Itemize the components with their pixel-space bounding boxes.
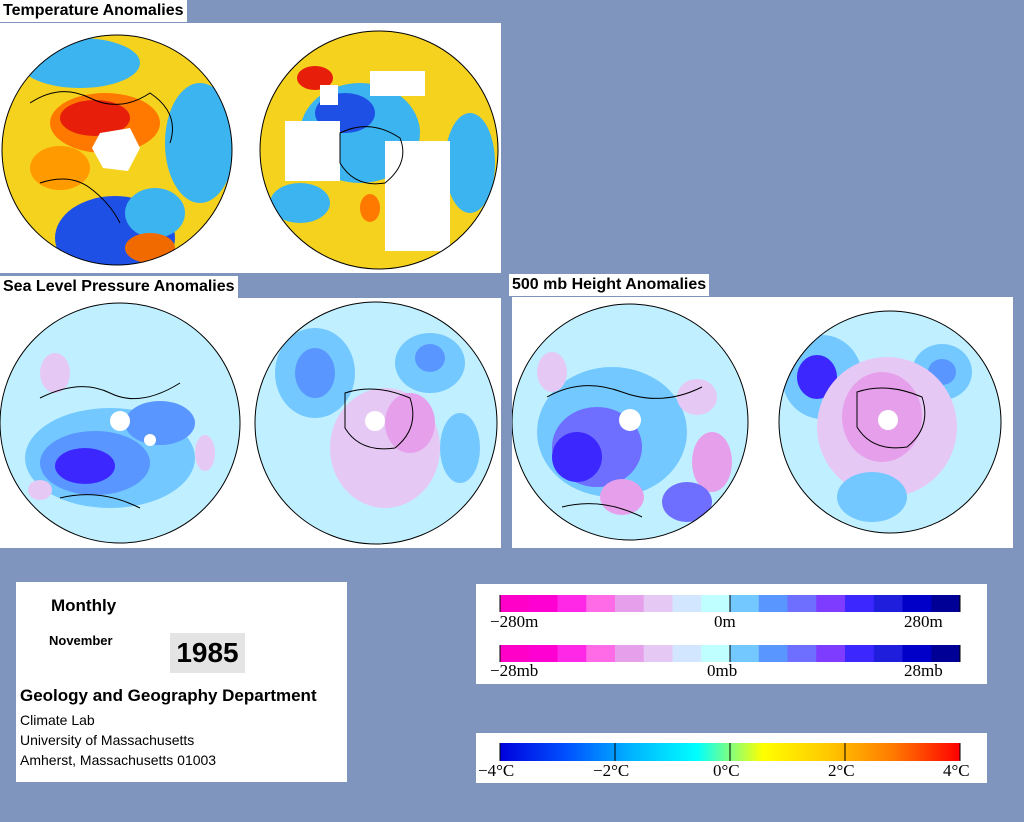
height-500mb-maps: [512, 303, 1002, 541]
department-label: Geology and Geography Department: [20, 686, 317, 705]
height-scale-swatch-8: [730, 595, 760, 612]
pressure-scale-swatch-5: [643, 645, 673, 662]
temperature-legend-panel: −4°C −2°C 0°C 2°C 4°C: [476, 733, 987, 783]
pressure-color-scale: [499, 645, 961, 662]
pressure-scale-swatch-0: [500, 645, 530, 662]
height-scale-swatch-5: [643, 595, 673, 612]
height-scale-min-label: −280m: [490, 612, 539, 631]
temperature-maps: [1, 30, 499, 270]
slp-northern-hemisphere-map: [0, 303, 240, 543]
pressure-scale-max-label: 28mb: [904, 661, 943, 680]
slp-anomalies-panel: [0, 298, 501, 548]
period-label: Monthly: [51, 596, 117, 615]
height-scale-swatch-11: [816, 595, 846, 612]
height-scale-swatch-12: [845, 595, 875, 612]
pressure-scale-swatch-13: [873, 645, 903, 662]
temperature-scale-ticks: [499, 743, 961, 761]
pressure-scale-swatch-2: [557, 645, 587, 662]
height-color-scale: [499, 595, 961, 612]
height-scale-mid-label: 0m: [714, 612, 736, 631]
height-scale-swatch-3: [586, 595, 616, 612]
height-scale-swatch-0: [500, 595, 530, 612]
height-scale-swatch-7: [701, 595, 731, 612]
height-scale-swatch-6: [672, 595, 702, 612]
affiliation-line-1: Climate Lab: [20, 712, 95, 728]
pressure-scale-swatch-12: [845, 645, 875, 662]
pressure-scale-swatch-10: [787, 645, 817, 662]
affiliation-line-2: University of Massachusetts: [20, 732, 195, 748]
height-scale-swatch-14: [902, 595, 932, 612]
height-scale-swatch-4: [615, 595, 645, 612]
temperature-scale-label-plus2: 2°C: [828, 761, 855, 780]
height-scale-swatch-10: [787, 595, 817, 612]
height-scale-swatch-15: [931, 595, 961, 612]
slp-maps: [0, 301, 498, 545]
info-box: Monthly November 1985 Geology and Geogra…: [16, 582, 347, 782]
temperature-southern-hemisphere-map: [260, 31, 498, 269]
temperature-scale-label-minus4: −4°C: [478, 761, 515, 780]
temperature-anomalies-panel: [0, 23, 501, 273]
pressure-scale-swatch-3: [586, 645, 616, 662]
pressure-scale-swatch-15: [931, 645, 961, 662]
pressure-scale-min-label: −28mb: [490, 661, 539, 680]
anomaly-color-scales: [499, 595, 961, 662]
pressure-scale-swatch-6: [672, 645, 702, 662]
height-500mb-anomalies-title: 500 mb Height Anomalies: [509, 274, 710, 296]
temperature-scale-label-plus4: 4°C: [943, 761, 970, 780]
temperature-color-scale: [499, 743, 961, 761]
height-scale-swatch-13: [873, 595, 903, 612]
anomaly-legend-panel: −280m 0m 280m −28mb 0mb 28mb: [476, 584, 987, 684]
slp-anomalies-title: Sea Level Pressure Anomalies: [0, 276, 238, 298]
temperature-anomalies-title: Temperature Anomalies: [0, 0, 187, 22]
pressure-scale-mid-label: 0mb: [707, 661, 738, 680]
pressure-scale-swatch-1: [528, 645, 558, 662]
pressure-scale-swatch-8: [730, 645, 760, 662]
pressure-scale-swatch-14: [902, 645, 932, 662]
height-northern-hemisphere-map: [512, 304, 748, 540]
slp-southern-hemisphere-map: [255, 302, 497, 544]
temperature-northern-hemisphere-map: [2, 35, 232, 265]
height-scale-max-label: 280m: [904, 612, 943, 631]
height-scale-swatch-2: [557, 595, 587, 612]
affiliation-line-3: Amherst, Massachusetts 01003: [20, 752, 217, 768]
height-southern-hemisphere-map: [779, 311, 1001, 533]
pressure-scale-swatch-9: [758, 645, 788, 662]
year-label: 1985: [170, 633, 245, 673]
height-scale-swatch-9: [758, 595, 788, 612]
temperature-scale-label-zero: 0°C: [713, 761, 740, 780]
month-label: November: [49, 633, 113, 648]
pressure-scale-swatch-7: [701, 645, 731, 662]
pressure-scale-swatch-11: [816, 645, 846, 662]
height-500mb-anomalies-panel: [512, 297, 1013, 548]
pressure-scale-swatch-4: [615, 645, 645, 662]
temperature-scale-label-minus2: −2°C: [593, 761, 630, 780]
height-scale-swatch-1: [528, 595, 558, 612]
